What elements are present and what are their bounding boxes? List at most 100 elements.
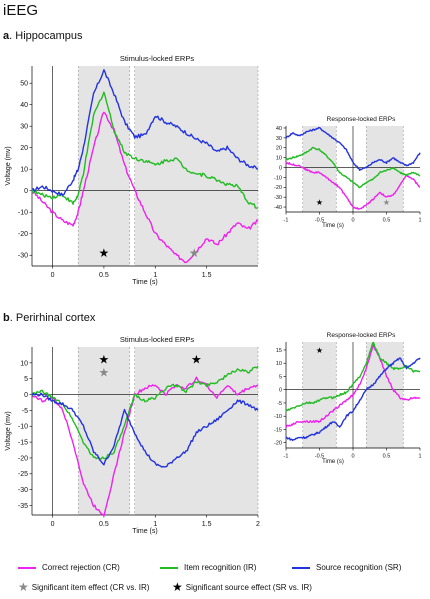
panel-b-letter: b: [3, 312, 10, 324]
legend-source-effect-label: Significant source effect (SR vs. IR): [185, 582, 312, 592]
y-tick-label: -40: [274, 205, 282, 211]
y-tick-label: -10: [274, 175, 282, 181]
panel-b-heading: b. Perirhinal cortex: [3, 312, 96, 324]
series-ir-line: [285, 146, 421, 189]
series-ir-line: [285, 341, 421, 412]
b_stim-chart: [29, 347, 259, 518]
legend-sr-label: Source recognition (SR): [316, 563, 402, 572]
a_stim-chart: [29, 66, 259, 269]
y-tick-label: -15: [18, 440, 28, 447]
legend-item-effect: ★ Significant item effect (CR vs. IR): [18, 581, 150, 593]
panel-a-region: Hippocampus: [15, 30, 83, 42]
x-tick-label: 1: [153, 272, 157, 279]
x-tick-label: -1: [284, 454, 289, 460]
y-tick-label: 10: [20, 360, 28, 367]
x-tick-label: -0.5: [315, 454, 324, 460]
shaded-window: [134, 347, 258, 515]
y-tick-label: -20: [274, 185, 282, 191]
shaded-window: [78, 66, 130, 266]
y-tick-label: -20: [18, 231, 28, 238]
star_item-marker: ★: [99, 365, 110, 379]
y-tick-label: 30: [20, 124, 28, 131]
x-axis-label: Time (s): [132, 279, 157, 286]
panel-b-region: Perirhinal cortex: [15, 312, 96, 324]
series-cr-line: [285, 343, 421, 428]
y-tick-label: 10: [276, 361, 282, 367]
star_item-marker: ★: [189, 246, 200, 260]
x-tick-label: 0.5: [383, 218, 391, 224]
y-tick-label: 0: [24, 188, 28, 195]
y-tick-label: -5: [277, 401, 282, 407]
y-tick-label: 10: [20, 167, 28, 174]
y-tick-label: -20: [18, 455, 28, 462]
series-sr-line: [285, 357, 421, 442]
legend-item-effect-label: Significant item effect (CR vs. IR): [31, 582, 150, 592]
shaded-window: [302, 126, 337, 212]
y-tick-label: 10: [276, 156, 282, 162]
x-tick-label: 1: [418, 218, 421, 224]
legend-source-effect: ★ Significant source effect (SR vs. IR): [172, 580, 312, 594]
star_item-marker: ★: [383, 198, 390, 207]
chart-title: Stimulus-locked ERPs: [120, 54, 194, 63]
star_source-marker: ★: [191, 353, 202, 367]
panel-a-heading: a. Hippocampus: [3, 30, 83, 42]
y-tick-label: 5: [279, 374, 282, 380]
shaded-window: [134, 66, 258, 266]
x-tick-label: 0: [351, 454, 354, 460]
x-tick-label: 2: [256, 521, 260, 528]
y-tick-label: 15: [276, 348, 282, 354]
black-star-icon: ★: [172, 580, 183, 594]
b_resp-chart: [283, 341, 421, 451]
shaded-window: [366, 126, 404, 212]
y-tick-label: 0: [24, 392, 28, 399]
series-cr-line: [285, 162, 421, 210]
series-sr-line: [285, 126, 421, 172]
y-tick-label: 20: [20, 145, 28, 152]
y-axis-label: Voltage (mv): [5, 411, 12, 450]
series-ir-line: [31, 365, 259, 460]
y-tick-label: -5: [22, 408, 28, 415]
y-tick-label: -20: [274, 441, 282, 447]
y-tick-label: 40: [20, 102, 28, 109]
legend-cr-label: Correct rejection (CR): [42, 563, 120, 572]
y-tick-label: -30: [274, 195, 282, 201]
chart-title: Response-locked ERPs: [327, 332, 396, 339]
shaded-window: [78, 347, 130, 515]
legend-ir-swatch: [160, 566, 178, 569]
chart-title: Stimulus-locked ERPs: [120, 335, 194, 344]
y-tick-label: 30: [276, 136, 282, 142]
legend-sr: Source recognition (SR): [292, 563, 401, 572]
x-tick-label: 1: [418, 454, 421, 460]
x-tick-label: 0: [51, 272, 55, 279]
series-cr-line: [31, 111, 259, 264]
shaded-window: [302, 342, 337, 448]
y-tick-label: -35: [18, 503, 28, 510]
y-tick-label: -30: [18, 487, 28, 494]
y-tick-label: -10: [18, 210, 28, 217]
x-tick-label: 0: [51, 521, 55, 528]
y-tick-label: -15: [274, 427, 282, 433]
series-cr-line: [31, 376, 259, 517]
panel-a-letter: a: [3, 30, 10, 42]
legend-ir-label: Item recognition (IR): [184, 563, 257, 572]
chart-title: Response-locked ERPs: [327, 116, 396, 123]
x-tick-label: -0.5: [315, 218, 324, 224]
y-tick-label: 0: [279, 165, 282, 171]
y-tick-label: 40: [276, 126, 282, 132]
y-tick-label: -30: [18, 253, 28, 260]
star_source-marker: ★: [99, 246, 110, 260]
legend-cr: Correct rejection (CR): [18, 563, 120, 572]
x-tick-label: 0: [351, 218, 354, 224]
legend-ir: Item recognition (IR): [160, 563, 256, 572]
y-tick-label: -25: [18, 471, 28, 478]
legend-sr-swatch: [292, 566, 310, 569]
series-sr-line: [31, 392, 259, 468]
x-axis-label: Time (s): [132, 528, 157, 535]
x-tick-label: -1: [284, 218, 289, 224]
y-axis-label: Voltage (mv): [5, 146, 12, 185]
star_source-marker: ★: [316, 346, 323, 355]
x-tick-label: 1.5: [202, 521, 212, 528]
x-tick-label: 1.5: [202, 272, 212, 279]
y-tick-label: 0: [279, 388, 282, 394]
